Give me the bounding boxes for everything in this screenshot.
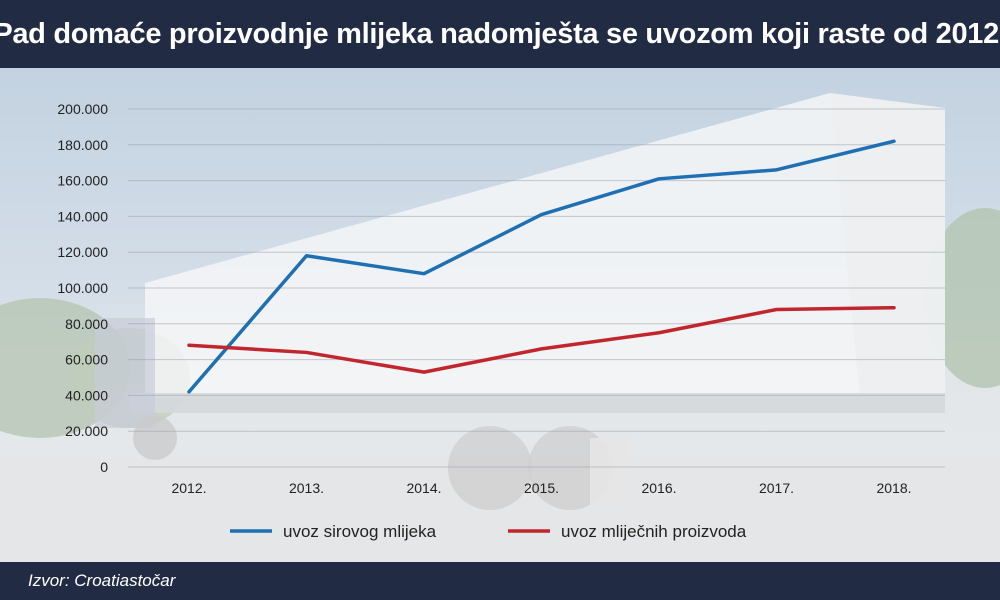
source-note: Izvor: Croatiastočar — [28, 571, 176, 590]
line-chart: 0 20.000 40.000 60.000 80.000 100.000 120.000 1… — [0, 68, 1000, 562]
y-tick-label: 160.000 — [57, 173, 108, 189]
y-tick-label: 200.000 — [57, 101, 108, 117]
y-tick-label: 40.000 — [65, 387, 108, 403]
legend-label: uvoz sirovog mlijeka — [283, 522, 437, 541]
series-line-1 — [187, 139, 896, 394]
y-tick-label: 120.000 — [57, 244, 108, 260]
chart-header: Pad domaće proizvodnje mlijeka nadomješt… — [0, 0, 1000, 68]
series-line-2 — [187, 305, 896, 374]
x-tick-label: 2016. — [641, 480, 676, 496]
x-tick-label: 2012. — [171, 480, 206, 496]
x-tick-label: 2013. — [289, 480, 324, 496]
y-tick-label: 20.000 — [65, 423, 108, 439]
x-tick-label: 2018. — [876, 480, 911, 496]
x-axis: 2012. 2013. 2014. 2015. 2016. 2017. 2018. — [171, 480, 911, 496]
y-tick-label: 0 — [100, 459, 108, 475]
x-tick-label: 2015. — [524, 480, 559, 496]
y-tick-label: 60.000 — [65, 352, 108, 368]
background-photo — [0, 68, 1000, 562]
legend: uvoz sirovog mlijeka uvoz mliječnih proiz… — [230, 522, 747, 541]
x-tick-label: 2014. — [406, 480, 441, 496]
y-axis: 0 20.000 40.000 60.000 80.000 100.000 120.000 1… — [57, 101, 108, 475]
chart-area: 0 20.000 40.000 60.000 80.000 100.000 120.000 1… — [0, 68, 1000, 562]
chart-footer: Izvor: Croatiastočar — [0, 562, 1000, 600]
y-tick-label: 140.000 — [57, 208, 108, 224]
x-tick-label: 2017. — [759, 480, 794, 496]
y-tick-label: 180.000 — [57, 137, 108, 153]
y-tick-label: 80.000 — [65, 316, 108, 332]
chart-title: Pad domaće proizvodnje mlijeka nadomješt… — [0, 17, 1000, 50]
legend-label: uvoz mliječnih proizvoda — [561, 522, 747, 541]
series-lines — [187, 139, 896, 394]
y-tick-label: 100.000 — [57, 280, 108, 296]
